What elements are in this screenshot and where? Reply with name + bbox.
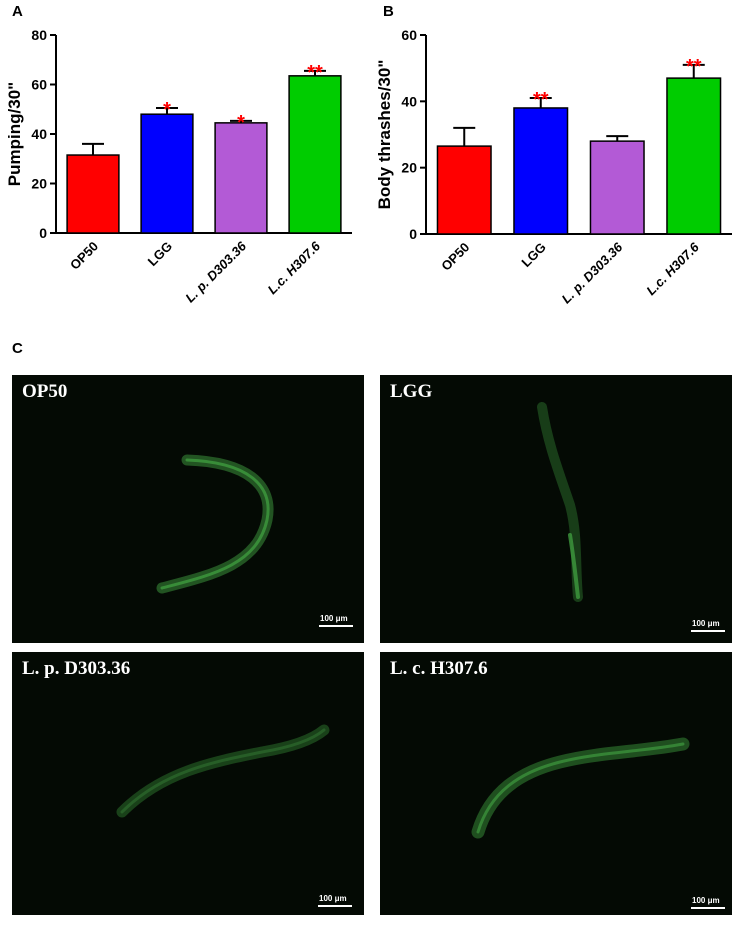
bar [436,145,492,235]
y-tick-label: 80 [31,27,47,43]
worm-image-lc [471,737,690,839]
x-tick-label: L. p. D303.36 [559,239,626,306]
scale-bar-op50 [319,625,353,627]
x-tick-label: L.c. H307.6 [264,238,323,297]
micro-label-lc: L. c. H307.6 [390,658,488,679]
y-tick-label: 40 [31,126,47,142]
y-tick-label: 60 [31,77,47,93]
micro-label-op50: OP50 [22,381,68,402]
x-tick-label: LGG [518,240,549,271]
y-tick-label: 40 [401,93,417,109]
worm-image-op50 [156,454,274,594]
panel-label-a: A [12,3,23,20]
x-tick-label: OP50 [438,240,472,274]
micro-panel-op50: OP50 100 μm [12,375,364,643]
scale-text-op50: 100 μm [320,614,348,623]
bar [66,154,120,234]
body-thrashes-bar-chart: 0 20 40 60 Body thrashes/30" OP50 ** LGG L. p. D… [375,27,732,306]
significance-marker: ** [533,89,549,111]
y-tick-label: 20 [31,176,47,192]
scale-text-lp: 100 μm [319,894,347,903]
micro-panel-lgg: LGG 100 μm [380,375,732,643]
scale-bar-lp [318,905,352,907]
x-tick-label: L. p. D303.36 [182,238,249,305]
y-axis-label: Pumping/30" [5,82,24,186]
bar [666,77,722,235]
significance-marker: ** [307,62,323,84]
bar [214,122,268,234]
bar [589,140,645,235]
y-tick-label: 0 [409,226,417,242]
scale-text-lgg: 100 μm [692,619,720,628]
micro-panel-lc: L. c. H307.6 100 μm [380,652,732,915]
bar [513,107,569,235]
y-tick-label: 0 [39,225,47,241]
bar [288,75,342,234]
micro-panel-lp: L. p. D303.36 100 μm [12,652,364,915]
y-axis-label: Body thrashes/30" [375,60,394,210]
bar [140,113,194,234]
panel-label-b: B [383,3,394,20]
micro-label-lp: L. p. D303.36 [22,658,131,679]
scale-bar-lc [691,907,725,909]
worm-image-lgg [537,402,583,602]
significance-marker: * [163,99,171,121]
micro-label-lgg: LGG [390,381,433,402]
x-tick-label: LGG [145,239,176,270]
pumping-bar-chart: 0 20 40 60 80 Pumping/30" OP50 * LGG * L. p. D303.… [5,27,352,305]
y-tick-label: 20 [401,160,417,176]
x-tick-label: L.c. H307.6 [643,239,702,298]
significance-marker: * [237,112,245,134]
x-tick-label: OP50 [67,239,101,273]
scale-bar-lgg [691,630,725,632]
significance-marker: ** [686,56,702,78]
panel-label-c: C [12,340,23,357]
scale-text-lc: 100 μm [692,896,720,905]
y-tick-label: 60 [401,27,417,43]
worm-image-lp [116,724,330,818]
